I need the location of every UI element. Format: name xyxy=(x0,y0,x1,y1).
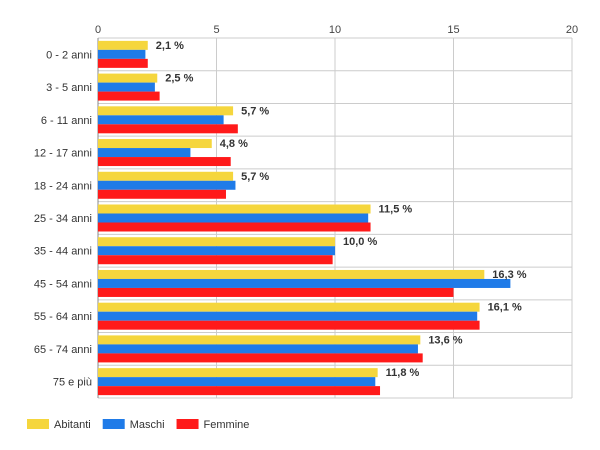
legend-label-femmine: Femmine xyxy=(204,419,250,431)
bar-abitanti xyxy=(98,368,378,378)
bar-maschi xyxy=(98,115,224,125)
data-label: 10,0 % xyxy=(343,236,377,248)
legend-swatch-maschi xyxy=(102,419,125,429)
bar-femmine xyxy=(98,91,160,101)
bar-abitanti xyxy=(98,237,335,247)
bar-maschi xyxy=(98,213,369,223)
category-labels: 0 - 2 anni 3 - 5 anni 6 - 11 anni 12 - 17 a… xyxy=(34,49,92,388)
x-tick-label: 20 xyxy=(566,24,578,36)
bar-maschi xyxy=(98,311,478,321)
category-label: 55 - 64 anni xyxy=(34,311,92,323)
legend-swatch-abitanti xyxy=(27,419,49,429)
bar-maschi xyxy=(98,49,146,59)
data-label: 16,3 % xyxy=(492,269,526,281)
data-label: 4,8 % xyxy=(220,138,248,150)
bar-femmine xyxy=(98,386,381,396)
bar-abitanti xyxy=(98,171,234,181)
bar-abitanti xyxy=(98,335,421,345)
bar-femmine xyxy=(98,189,226,199)
category-label: 6 - 11 anni xyxy=(41,115,92,127)
legend-swatch-femmine xyxy=(176,419,199,429)
x-tick-label: 15 xyxy=(447,24,459,36)
bar-maschi xyxy=(98,82,155,92)
data-label: 5,7 % xyxy=(241,171,269,183)
bar-abitanti xyxy=(98,302,480,312)
bar-femmine xyxy=(98,255,333,265)
bar-maschi xyxy=(98,344,418,354)
bar-abitanti xyxy=(98,269,485,279)
data-label: 13,6 % xyxy=(428,334,462,346)
x-axis-ticks: 0 5 10 15 20 xyxy=(95,24,578,36)
bar-femmine xyxy=(98,353,423,363)
bar-femmine xyxy=(98,222,371,232)
legend-label-abitanti: Abitanti xyxy=(54,419,91,431)
bar-abitanti xyxy=(98,73,158,83)
category-label: 0 - 2 anni xyxy=(46,49,92,61)
bar-maschi xyxy=(98,180,236,190)
category-label: 12 - 17 anni xyxy=(34,148,92,160)
category-label: 35 - 44 anni xyxy=(34,246,92,258)
bars xyxy=(98,40,511,396)
bar-femmine xyxy=(98,157,231,167)
data-label: 2,5 % xyxy=(165,73,193,85)
bar-maschi xyxy=(98,246,335,256)
bar-femmine xyxy=(98,287,454,297)
category-label: 75 e più xyxy=(53,377,92,389)
bar-maschi xyxy=(98,278,511,288)
data-label: 11,5 % xyxy=(379,204,413,216)
bar-femmine xyxy=(98,58,148,68)
bar-abitanti xyxy=(98,106,234,116)
category-label: 45 - 54 anni xyxy=(34,278,92,290)
bar-maschi xyxy=(98,148,191,158)
data-label: 2,1 % xyxy=(156,40,184,52)
legend-label-maschi: Maschi xyxy=(130,419,165,431)
category-label: 25 - 34 anni xyxy=(34,213,92,225)
x-tick-label: 0 xyxy=(95,24,101,36)
bar-femmine xyxy=(98,320,480,330)
bar-abitanti xyxy=(98,40,148,50)
data-label: 5,7 % xyxy=(241,105,269,117)
bar-femmine xyxy=(98,124,238,134)
data-labels: 2,1 % 2,5 % 5,7 % 4,8 % 5,7 % 11,5 % 10,0 % 16,… xyxy=(156,40,527,379)
bar-maschi xyxy=(98,377,376,387)
x-tick-label: 10 xyxy=(329,24,341,36)
data-label: 16,1 % xyxy=(488,302,522,314)
category-label: 65 - 74 anni xyxy=(34,344,92,356)
x-tick-label: 5 xyxy=(213,24,219,36)
bar-abitanti xyxy=(98,204,371,214)
data-label: 11,8 % xyxy=(386,367,420,379)
bar-abitanti xyxy=(98,139,212,149)
legend: Abitanti Maschi Femmine xyxy=(27,419,249,431)
category-label: 3 - 5 anni xyxy=(46,82,92,94)
category-label: 18 - 24 anni xyxy=(34,180,92,192)
